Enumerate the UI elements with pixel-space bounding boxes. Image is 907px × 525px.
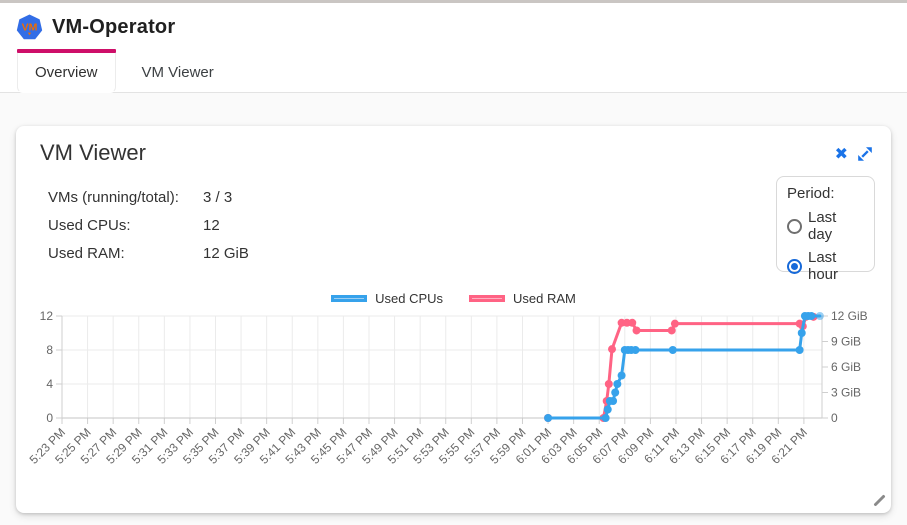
svg-text:6 GiB: 6 GiB: [831, 360, 861, 374]
vm-viewer-card: VM Viewer ✖ VMs (running/total): 3 / 3 U…: [16, 126, 891, 513]
svg-text:12 GiB: 12 GiB: [831, 309, 868, 323]
stat-ram: Used RAM: 12 GiB: [48, 239, 249, 267]
vm-stats: VMs (running/total): 3 / 3 Used CPUs: 12…: [48, 183, 249, 267]
tab-overview[interactable]: Overview: [17, 49, 116, 93]
stat-cpus: Used CPUs: 12: [48, 211, 249, 239]
expand-icon[interactable]: [857, 146, 873, 162]
svg-text:VM: VM: [22, 22, 38, 34]
app-header: VM VM-Operator: [0, 3, 907, 52]
page-title: VM-Operator: [52, 16, 176, 38]
period-label: Period:: [787, 185, 835, 202]
usage-chart: 5:23 PM5:25 PM5:27 PM5:29 PM5:31 PM5:33 …: [27, 309, 868, 467]
svg-text:8: 8: [46, 343, 53, 357]
tab-vm-viewer-label: VM Viewer: [141, 63, 214, 81]
legend-swatch-cpu: [331, 295, 368, 302]
period-radio-last-hour[interactable]: [787, 258, 802, 274]
window-top-edge: [0, 0, 907, 3]
tab-overview-label: Overview: [35, 63, 98, 81]
period-last-day-label[interactable]: Last day: [808, 209, 837, 243]
stat-ram-label: Used RAM:: [48, 244, 125, 262]
svg-text:3 GiB: 3 GiB: [831, 386, 861, 400]
stat-ram-value: 12 GiB: [203, 244, 249, 262]
close-icon[interactable]: ✖: [834, 144, 848, 163]
period-option-last-hour: Last hour: [787, 249, 864, 283]
chart-area: 5:23 PM 5:25 PM 5:27 PM 5:29 PM 5:31 PM 5:33 …: [16, 284, 891, 490]
legend-used-cpus[interactable]: Used CPUs: [331, 291, 443, 306]
svg-text:9 GiB: 9 GiB: [831, 335, 861, 349]
stat-vms: VMs (running/total): 3 / 3: [48, 183, 249, 211]
legend-used-ram-label: Used RAM: [513, 291, 576, 306]
stat-cpus-value: 12: [203, 216, 220, 234]
svg-text:4: 4: [46, 377, 53, 391]
resize-handle-icon[interactable]: [872, 493, 887, 508]
card-title: VM Viewer: [40, 140, 146, 165]
stat-vms-label: VMs (running/total):: [48, 188, 179, 206]
content-area: VM Viewer ✖ VMs (running/total): 3 / 3 U…: [0, 93, 907, 525]
chart-legend: Used CPUs Used RAM: [16, 291, 891, 306]
legend-swatch-ram: [469, 295, 506, 302]
tab-vm-viewer[interactable]: VM Viewer: [125, 52, 231, 92]
period-option-last-day: Last day: [787, 209, 864, 243]
legend-used-cpus-label: Used CPUs: [375, 291, 444, 306]
vm-operator-logo-icon: VM: [16, 14, 43, 40]
svg-text:12: 12: [40, 309, 54, 323]
card-actions: ✖: [835, 146, 873, 162]
svg-text:0: 0: [831, 411, 838, 425]
period-last-hour-label[interactable]: Last hour: [808, 249, 839, 283]
tab-bar: Overview VM Viewer: [0, 49, 907, 93]
legend-used-ram[interactable]: Used RAM: [469, 291, 576, 306]
active-tab-indicator: [17, 49, 116, 53]
stat-vms-value: 3 / 3: [203, 188, 233, 206]
stat-cpus-label: Used CPUs:: [48, 216, 131, 234]
svg-text:0: 0: [46, 411, 53, 425]
period-selector: Period: Last day Last hour: [776, 176, 875, 283]
period-radio-last-day[interactable]: [787, 218, 802, 234]
